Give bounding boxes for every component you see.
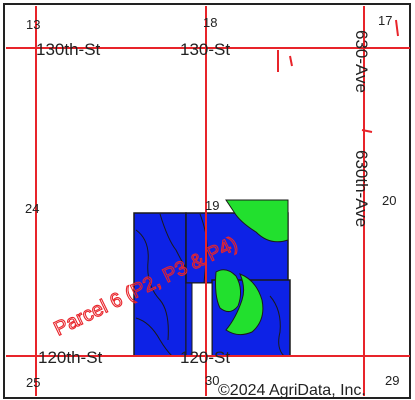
green-area-east xyxy=(225,273,264,336)
section-number-29: 29 xyxy=(385,373,399,388)
section-number-25: 25 xyxy=(26,375,40,390)
section-number-17: 17 xyxy=(378,13,392,28)
field-notch xyxy=(191,282,213,357)
section-number-30: 30 xyxy=(205,373,219,388)
road-label-130-st: 130-St xyxy=(180,40,230,59)
green-area-north xyxy=(225,199,289,243)
road-label-130th-st: 130th-St xyxy=(36,40,101,59)
field-area xyxy=(133,199,291,357)
road-jog-2 xyxy=(289,55,293,67)
green-area-middle xyxy=(215,269,242,312)
copyright-text: ©2024 AgriData, Inc. xyxy=(218,382,366,399)
road-label-630-ave: 630-Ave xyxy=(352,30,371,93)
soil-line-5 xyxy=(269,295,285,357)
section-number-19: 19 xyxy=(205,198,219,213)
soil-line-1 xyxy=(135,229,169,341)
road-label-630th-ave: 630th-Ave xyxy=(352,150,371,227)
section-number-13: 13 xyxy=(26,17,40,32)
section-number-20: 20 xyxy=(382,193,396,208)
map-border xyxy=(3,3,411,399)
road-label-120th-st: 120th-St xyxy=(38,348,103,367)
field-strip xyxy=(185,282,193,357)
road-jog-4 xyxy=(395,19,399,37)
road-label-120-st: 120-St xyxy=(180,348,230,367)
section-lines xyxy=(6,6,410,396)
section-number-18: 18 xyxy=(203,15,217,30)
road-jog-3 xyxy=(361,129,373,133)
soil-line-2 xyxy=(159,213,187,269)
section-number-24: 24 xyxy=(25,201,39,216)
soil-line-3 xyxy=(135,317,173,357)
